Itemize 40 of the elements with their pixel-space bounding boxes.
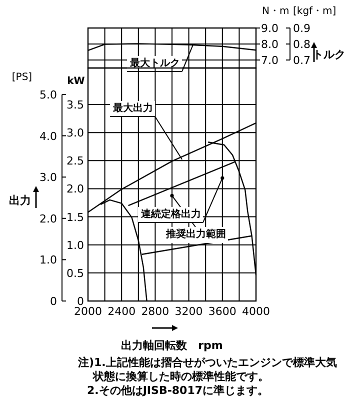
y2-tick-label: 0: [50, 295, 57, 308]
text: トルク: [312, 48, 346, 61]
y2-tick-label: 3.0: [40, 171, 57, 184]
y-tick-label: 2.0: [66, 182, 84, 196]
y-tick-label: 2.5: [66, 154, 84, 168]
text: 2.その他はJISB-8017に準じます。: [87, 384, 269, 397]
x-axis-title: 出力軸回転数 rpm: [121, 339, 223, 352]
y-tick-label: 7.0: [261, 54, 278, 67]
y-tick-label: 0.5: [66, 266, 84, 280]
annotation: 推奨出力範囲: [165, 228, 226, 240]
y2-tick-label: 0.9: [293, 22, 310, 35]
y-axis-title: kW: [67, 76, 85, 87]
x-tick-label: 4000: [242, 305, 270, 318]
annotation: 最大トルク: [129, 57, 180, 69]
y2-tick-label: 0.7: [293, 54, 310, 67]
y2-axis-title: [kgf・m]: [293, 6, 336, 17]
y2-tick-label: 4.0: [40, 130, 57, 143]
text: 注)1.上記性能は摺合せがついたエンジンで標準大気: [77, 356, 337, 369]
x-tick-label: 2000: [74, 305, 102, 318]
y2-tick-label: 0.8: [293, 38, 310, 51]
y-tick-label: 8.0: [261, 38, 278, 51]
y-axis-title: N・m: [262, 6, 290, 17]
y-tick-label: 1.5: [66, 210, 84, 224]
y2-tick-label: 1.0: [40, 254, 57, 267]
y-tick-label: 3.5: [66, 98, 84, 112]
text: 出力: [9, 194, 31, 207]
x-tick-label: 3200: [174, 305, 203, 318]
annotation: 連続定格出力: [140, 208, 201, 220]
x-tick-label: 2400: [108, 305, 136, 318]
annotation: 最大出力: [112, 102, 153, 114]
x-tick-label: 3600: [208, 305, 236, 318]
y2-tick-label: 2.0: [40, 212, 57, 226]
text: 状態に換算した時の標準性能です。: [92, 370, 269, 383]
y2-axis-title: [PS]: [12, 72, 32, 83]
y-tick-label: 1.0: [66, 238, 84, 252]
y-tick-label: 3.0: [66, 126, 84, 140]
x-tick-label: 2800: [141, 305, 170, 318]
y-tick-label: 0: [77, 295, 84, 308]
y2-tick-label: 5.0: [40, 88, 57, 102]
y-tick-label: 9.0: [261, 22, 278, 35]
